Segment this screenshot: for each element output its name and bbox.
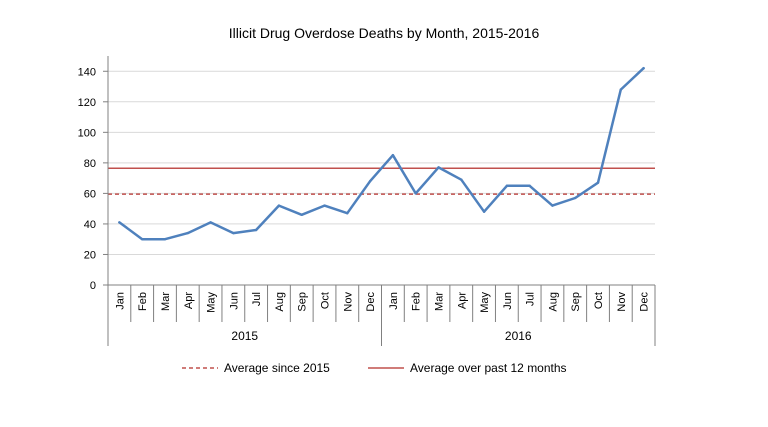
y-tick-label: 20: [84, 249, 96, 261]
x-tick-label: Mar: [433, 292, 445, 311]
data-point: [391, 154, 395, 157]
x-tick-label: Aug: [547, 292, 559, 312]
reference-lines: [108, 167, 655, 195]
x-tick-label: Mar: [160, 292, 172, 311]
year-label: 2015: [231, 329, 258, 343]
x-tick-label: Nov: [616, 292, 628, 312]
data-point: [551, 204, 554, 207]
data-point: [209, 221, 212, 224]
data-point: [619, 88, 623, 91]
y-tick-label: 0: [90, 280, 96, 292]
x-tick-label: Oct: [320, 292, 332, 309]
x-tick-label: Aug: [274, 292, 286, 312]
data-point: [505, 184, 509, 187]
data-point: [482, 210, 486, 213]
x-tick-label: Oct: [593, 292, 605, 309]
x-tick-label: Apr: [183, 292, 195, 309]
legend: Average since 2015 Average over past 12 m…: [182, 361, 567, 375]
series-line: [118, 66, 645, 241]
data-point: [596, 181, 600, 184]
x-tick-label: Jan: [388, 292, 400, 310]
x-tick-label: Jul: [525, 292, 537, 306]
data-point: [140, 238, 144, 241]
x-tick-label: Dec: [639, 292, 651, 312]
x-tick-label: Apr: [456, 292, 468, 309]
x-axis: Jan Feb Mar Apr May Jun Jul Aug Sep Oct Nov Dec Jan F…: [107, 284, 656, 346]
y-axis: 0 20 40 60 80 100 120 140: [78, 56, 109, 292]
data-point: [368, 179, 372, 183]
data-point: [232, 231, 235, 235]
year-label: 2016: [505, 329, 532, 343]
data-point: [437, 166, 440, 169]
y-tick-label: 80: [84, 158, 96, 170]
data-point: [414, 192, 417, 195]
x-tick-label: May: [479, 292, 491, 313]
y-tick-label: 60: [84, 188, 96, 200]
data-point: [254, 228, 258, 232]
y-tick-label: 40: [84, 219, 96, 231]
y-tick-label: 120: [78, 97, 96, 109]
chart-title: Illicit Drug Overdose Deaths by Month, 2…: [229, 25, 540, 41]
data-point: [186, 231, 189, 235]
data-point: [300, 213, 303, 216]
data-point: [460, 178, 463, 181]
x-tick-label: Feb: [137, 292, 149, 311]
series-layer: [118, 66, 645, 241]
data-point: [574, 196, 577, 200]
data-point: [323, 204, 326, 207]
x-tick-label: Sep: [297, 292, 309, 312]
x-tick-label: Sep: [570, 292, 582, 312]
legend-label: Average since 2015: [224, 361, 330, 375]
data-point: [528, 184, 531, 187]
data-point: [163, 238, 167, 241]
x-tick-label: Nov: [342, 292, 354, 312]
x-tick-label: Dec: [365, 292, 377, 312]
data-point: [346, 212, 349, 215]
data-point: [118, 221, 121, 224]
x-tick-label: Feb: [411, 292, 423, 311]
x-tick-label: Jan: [114, 292, 126, 310]
y-tick-label: 100: [78, 127, 96, 139]
data-point: [277, 204, 281, 207]
data-point: [642, 67, 645, 70]
legend-label: Average over past 12 months: [410, 361, 567, 375]
x-tick-label: May: [206, 292, 218, 313]
x-tick-label: Jun: [228, 292, 240, 310]
gridlines: [108, 70, 655, 255]
x-tick-label: Jul: [251, 292, 263, 306]
x-tick-label: Jun: [502, 292, 514, 310]
y-tick-label: 140: [78, 66, 96, 78]
